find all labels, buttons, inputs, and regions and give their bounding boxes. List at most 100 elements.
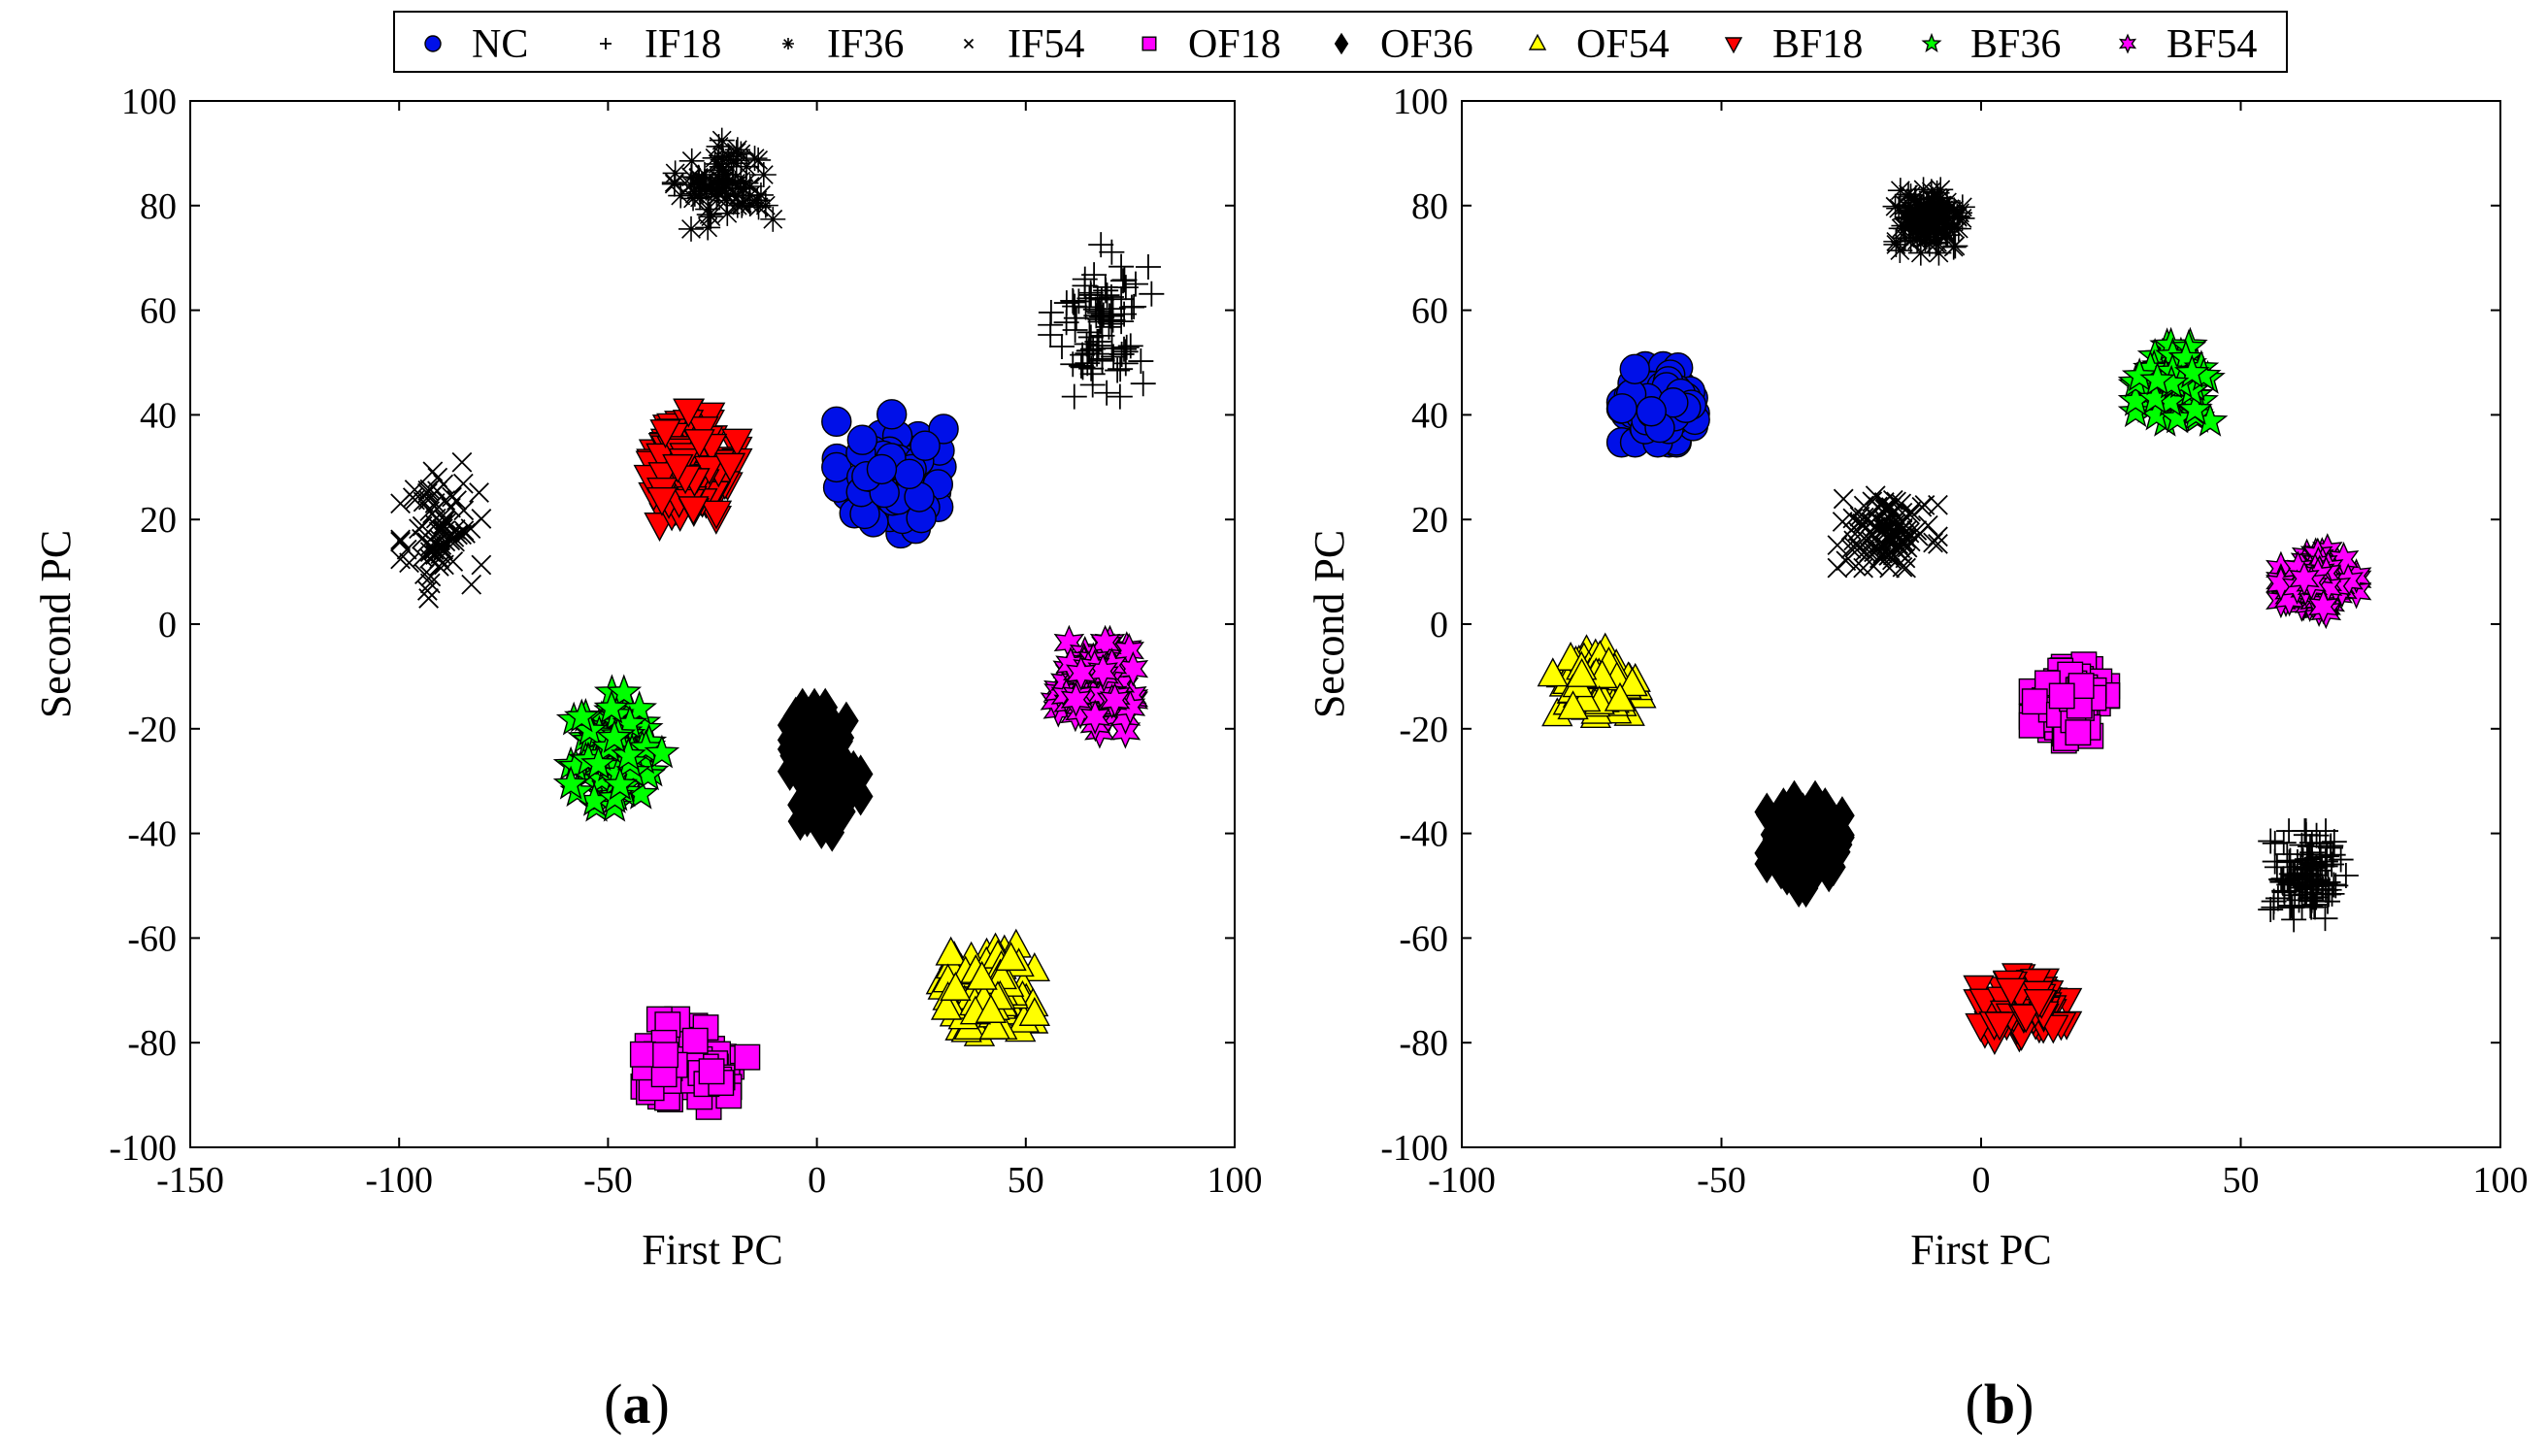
data-point-if36 — [1945, 215, 1971, 242]
legend-entry-bf54: BF54 — [2118, 22, 2257, 67]
data-point-bf36 — [2139, 361, 2175, 396]
data-point-if54 — [390, 548, 411, 570]
data-point-if54 — [1896, 557, 1916, 579]
x-tick-label: 0 — [1972, 1160, 1991, 1201]
data-point-if18 — [1101, 344, 1127, 370]
data-point-if54 — [1859, 522, 1880, 544]
data-point-if36 — [729, 190, 755, 216]
data-point-if18 — [2315, 869, 2341, 895]
data-point-if36 — [1947, 200, 1972, 226]
data-point-bf54 — [1099, 682, 1131, 718]
data-point-if18 — [1112, 339, 1139, 365]
data-point-if18 — [1111, 336, 1138, 362]
data-point-bf36 — [596, 718, 633, 753]
data-point-if18 — [1098, 283, 1124, 310]
legend-entry-bf36: BF36 — [1921, 22, 2061, 67]
data-point-if54 — [1928, 494, 1948, 515]
data-point-if18 — [2258, 828, 2284, 854]
legend-marker-if54 — [963, 38, 975, 50]
data-point-if36 — [698, 175, 724, 201]
y-tick-label: -80 — [1399, 1023, 1448, 1064]
data-point-if36 — [1936, 196, 1963, 222]
data-point-if18 — [1075, 350, 1101, 377]
series-nc — [821, 399, 959, 549]
y-tick-label: -100 — [109, 1128, 177, 1169]
legend-marker-of18 — [1141, 36, 1157, 51]
data-point-of18 — [2018, 711, 2045, 739]
data-point-if18 — [1088, 232, 1114, 258]
legend-entry-if54: IF54 — [963, 22, 1084, 67]
data-point-bf36 — [2167, 339, 2204, 374]
data-point-if36 — [1905, 203, 1932, 229]
data-point-if36 — [730, 175, 756, 201]
data-point-if18 — [1105, 357, 1131, 383]
data-point-if36 — [1898, 228, 1924, 254]
data-point-bf18 — [2009, 1004, 2042, 1034]
x-tick-label: -50 — [1697, 1160, 1746, 1201]
y-tick-label: 80 — [1411, 186, 1448, 227]
data-point-if36 — [1886, 195, 1912, 221]
series-if54 — [390, 451, 492, 609]
series-of36 — [1754, 779, 1855, 909]
data-point-if36 — [747, 182, 774, 208]
data-point-if36 — [1935, 197, 1961, 223]
y-tick-label: -80 — [127, 1023, 177, 1064]
data-point-bf18 — [645, 487, 678, 516]
y-tick-label: 20 — [1411, 500, 1448, 541]
data-point-of54 — [940, 972, 972, 1001]
data-point-if36 — [750, 162, 777, 188]
data-point-if18 — [1094, 380, 1120, 406]
data-point-if36 — [1910, 177, 1936, 203]
data-point-of54 — [1604, 681, 1637, 711]
data-point-if18 — [1122, 271, 1148, 297]
data-point-if36 — [1891, 213, 1917, 239]
series-of18 — [2018, 651, 2121, 754]
series-bf18 — [1963, 963, 2083, 1056]
data-point-if54 — [422, 461, 444, 482]
series-if54 — [1827, 485, 1948, 579]
data-point-of18 — [2021, 688, 2048, 715]
data-point-of36 — [1819, 812, 1845, 852]
panel-a-caption-letter: a — [623, 1373, 651, 1436]
legend-entry-nc: NC — [424, 22, 528, 67]
y-tick-label: 100 — [121, 82, 177, 122]
panel-a-x-axis-label: First PC — [642, 1226, 783, 1274]
data-point-if54 — [471, 554, 492, 576]
panel-b: -100 -50 0 50 100 -100 -80 -60 -40 -20 0 20 40 60 80 1… — [1306, 82, 2529, 1436]
data-point-nc — [910, 430, 941, 461]
data-point-if18 — [2290, 847, 2316, 874]
data-point-if36 — [1924, 229, 1950, 255]
data-point-if54 — [1865, 485, 1886, 507]
legend-marker-if36 — [782, 38, 794, 50]
data-point-if54 — [461, 574, 482, 595]
data-point-if18 — [2294, 877, 2320, 903]
panel-b-y-axis-label: Second PC — [1306, 530, 1353, 718]
legend-marker-bf54 — [2118, 33, 2137, 54]
data-point-if18 — [1089, 322, 1115, 348]
data-point-if54 — [1840, 538, 1862, 559]
data-point-of36 — [811, 755, 837, 795]
data-point-if54 — [420, 566, 442, 587]
data-point-if18 — [2303, 822, 2330, 848]
data-point-if54 — [412, 515, 433, 537]
data-point-if36 — [1949, 194, 1975, 220]
data-point-if54 — [419, 501, 441, 522]
y-tick-label: 60 — [1411, 291, 1448, 332]
legend-marker-bf36 — [1921, 32, 1942, 53]
y-tick-label: 80 — [140, 186, 177, 227]
data-point-if18 — [2321, 829, 2347, 855]
data-point-if54 — [430, 530, 451, 550]
y-tick-label: 0 — [158, 605, 177, 645]
data-point-if54 — [460, 518, 481, 540]
legend-marker-nc — [424, 35, 442, 52]
data-point-if18 — [1060, 287, 1086, 314]
data-point-if36 — [706, 133, 732, 159]
data-point-bf54 — [1079, 699, 1111, 735]
data-point-if54 — [428, 556, 449, 577]
data-point-if54 — [1827, 535, 1848, 556]
data-point-nc — [894, 458, 925, 490]
x-tick-label: -100 — [365, 1160, 433, 1201]
data-point-nc — [1636, 396, 1667, 427]
data-point-if54 — [402, 487, 423, 509]
x-tick-label: 0 — [808, 1160, 826, 1201]
